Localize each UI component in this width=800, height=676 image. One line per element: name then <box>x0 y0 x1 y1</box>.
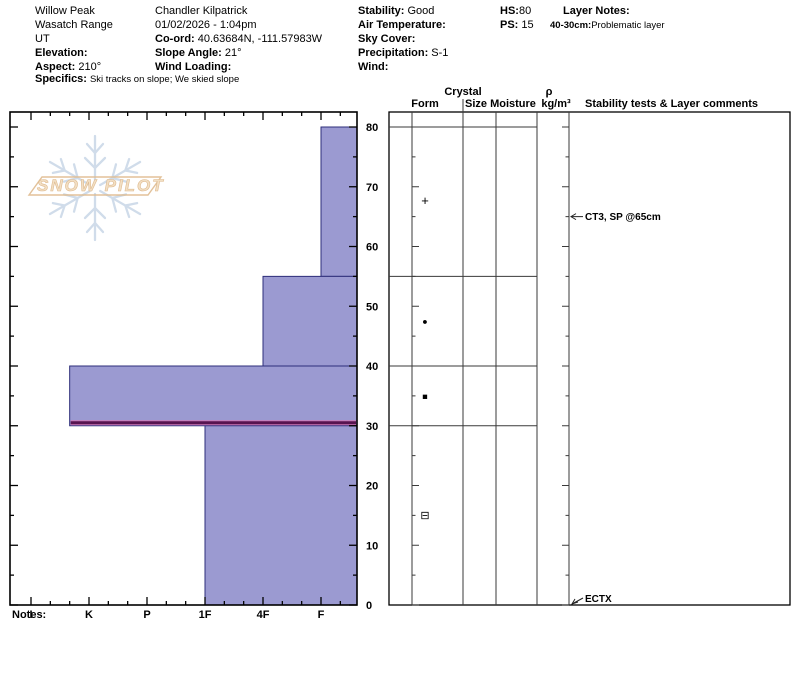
coord-row: Co-ord: 40.63684N, -111.57983W <box>155 32 322 46</box>
snow-layer-40-30cm <box>69 365 358 427</box>
aspect-label: Aspect: <box>35 61 76 73</box>
sky-cover-row: Sky Cover: <box>358 32 449 46</box>
hardness-axis-label: 4F <box>257 609 270 621</box>
observer-name: Chandler Kilpatrick <box>155 5 248 17</box>
aspect-row: Aspect: 210° <box>35 60 113 74</box>
profile-plot-frame <box>9 111 358 606</box>
layer-note-text: Problematic layer <box>591 20 665 31</box>
ps-label: PS: <box>500 19 519 31</box>
specifics-value: Ski tracks on slope; We skied slope <box>89 74 240 85</box>
hardness-axis-label: 1F <box>199 609 212 621</box>
test-arrowhead-icon <box>570 598 579 605</box>
snow-layer-80-55cm <box>320 126 358 277</box>
precip-value: S-1 <box>431 47 449 59</box>
depth-axis-label: 20 <box>366 481 378 493</box>
form-column-header: Form <box>411 98 439 110</box>
site-range: Wasatch Range <box>35 19 113 31</box>
precip-row: Precipitation: S-1 <box>358 46 449 60</box>
hardness-axis-label: F <box>318 609 325 621</box>
depth-axis-label: 60 <box>366 242 378 254</box>
snowpilot-watermark: SNOW PILOT <box>27 134 165 242</box>
density-symbol-header: ρ <box>546 86 553 98</box>
snowflake-arm-icon <box>83 134 107 184</box>
grain-form-symbol: + <box>421 193 429 208</box>
wind-row: Wind: <box>358 60 449 74</box>
aspect-value: 210° <box>78 61 102 73</box>
site-info-column: Willow Peak Wasatch Range UT Elevation: … <box>35 4 113 74</box>
stability-value: Good <box>407 5 435 17</box>
observation-datetime: 01/02/2026 - 1:04pm <box>155 19 257 31</box>
depth-axis-label: 70 <box>366 182 378 194</box>
hardness-axis-label: K <box>85 609 93 621</box>
hs-label: HS: <box>500 5 519 17</box>
crystal-table-frame <box>388 111 791 606</box>
watermark-text: SNOW PILOT <box>37 176 165 195</box>
snowflake-arm-icon <box>48 157 91 187</box>
snowflake-arm-icon <box>83 192 107 242</box>
problematic-layer-core <box>70 421 357 425</box>
air-temp-label: Air Temperature: <box>358 19 446 31</box>
hs-value: 80 <box>518 5 532 17</box>
snow-layer-30-0cm <box>204 425 358 606</box>
depth-axis-label: 0 <box>366 600 372 612</box>
air-temp-row: Air Temperature: <box>358 18 449 32</box>
snowflake-arm-icon <box>99 157 142 187</box>
depth-axis-label: 50 <box>366 301 378 313</box>
slope-angle-label: Slope Angle: <box>155 47 222 59</box>
moisture-column-header: Moisture <box>490 98 536 110</box>
elevation-label: Elevation: <box>35 47 88 59</box>
wind-loading-row: Wind Loading: <box>155 60 322 74</box>
slope-angle-value: 21° <box>224 47 242 59</box>
snow-depth-column: HS:80 PS: 15 <box>500 4 534 32</box>
coord-value: 40.63684N, -111.57983W <box>197 33 323 45</box>
layer-note-range: 40-30cm: <box>550 20 592 31</box>
grain-form-symbol: ● <box>422 317 427 327</box>
coord-label: Co-ord: <box>155 33 195 45</box>
notes-label: Notes: <box>12 609 47 621</box>
hardness-axis-label: P <box>143 609 150 621</box>
wind-loading-label: Wind Loading: <box>155 61 232 73</box>
precip-label: Precipitation: <box>358 47 429 59</box>
layer-note-entry: 40-30cm:Problematic layer <box>550 19 665 33</box>
ps-value: 15 <box>521 19 534 31</box>
weather-column: Stability: Good Air Temperature: Sky Cove… <box>358 4 449 74</box>
grain-form-symbol: ⊟ <box>420 510 429 522</box>
crystal-group-header: Crystal <box>444 86 481 98</box>
site-name: Willow Peak <box>35 5 95 17</box>
stability-column-header: Stability tests & Layer comments <box>585 98 758 110</box>
snow-layer-55-40cm <box>262 275 358 367</box>
stability-test-label: ECTX <box>585 594 612 605</box>
density-unit-header: kg/m³ <box>541 98 571 110</box>
stability-test-label: CT3, SP @65cm <box>585 212 661 223</box>
ps-row: PS: 15 <box>500 18 534 32</box>
watermark-banner <box>27 176 163 196</box>
stability-label: Stability: <box>358 5 405 17</box>
layer-notes-column: Layer Notes: <box>563 4 630 18</box>
hardness-axis-label: I <box>29 609 32 621</box>
depth-axis-label: 40 <box>366 361 378 373</box>
depth-axis-label: 10 <box>366 540 378 552</box>
layer-notes-label: Layer Notes: <box>563 5 630 17</box>
specifics-label: Specifics: <box>35 73 87 85</box>
depth-axis-label: 30 <box>366 421 378 433</box>
hs-row: HS:80 <box>500 4 534 18</box>
sky-cover-label: Sky Cover: <box>358 33 416 45</box>
grain-form-symbol: ■ <box>422 391 427 401</box>
observer-column: Chandler Kilpatrick 01/02/2026 - 1:04pm … <box>155 4 322 74</box>
slope-angle-row: Slope Angle: 21° <box>155 46 322 60</box>
specifics-row: Specifics: Ski tracks on slope; We skied … <box>35 72 239 87</box>
wind-label: Wind: <box>358 61 389 73</box>
site-state: UT <box>35 33 50 45</box>
depth-axis-label: 80 <box>366 122 378 134</box>
test-arrowhead-icon <box>570 213 577 221</box>
size-column-header: Size <box>465 98 487 110</box>
stability-row: Stability: Good <box>358 4 449 18</box>
elevation-row: Elevation: <box>35 46 113 60</box>
